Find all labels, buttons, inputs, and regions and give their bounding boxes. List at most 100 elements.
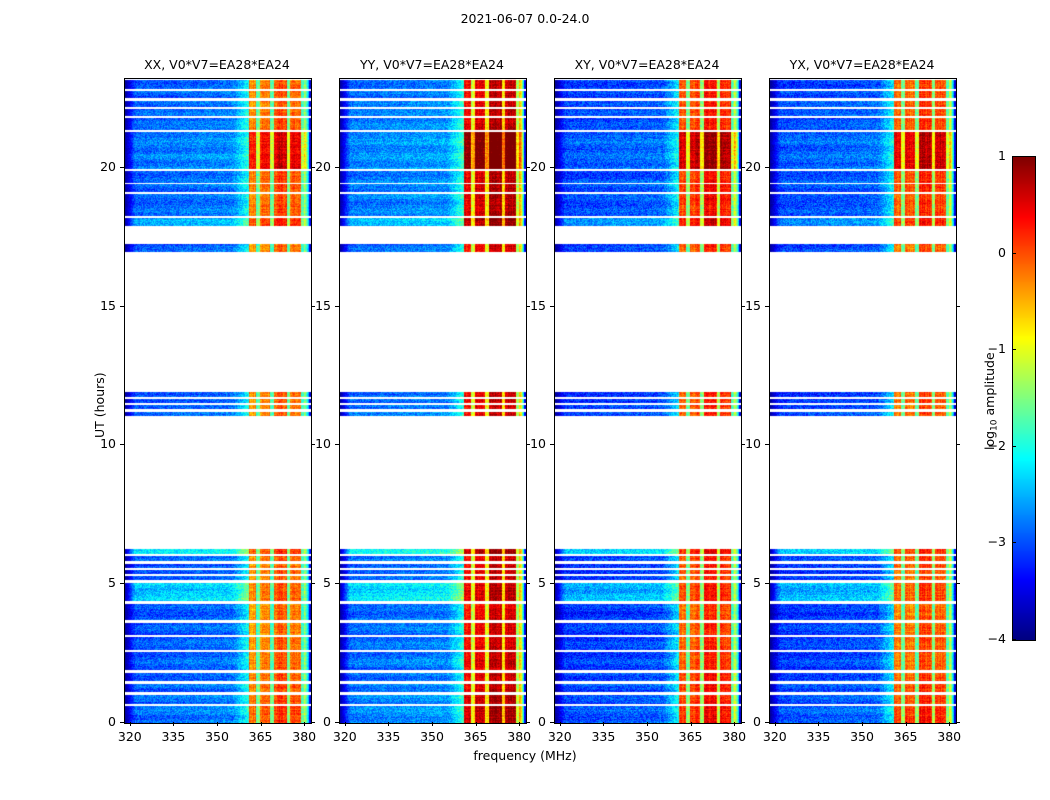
y-tick-label: 10 xyxy=(530,436,546,452)
y-tick xyxy=(765,722,769,723)
y-tick xyxy=(741,722,745,723)
colorbar xyxy=(1012,156,1036,641)
axes-yy xyxy=(339,78,527,724)
y-tick xyxy=(526,722,530,723)
panel-title-yx: YX, V0*V7=EA28*EA24 xyxy=(789,57,935,72)
colorbar-tick xyxy=(1012,252,1016,254)
y-tick xyxy=(311,444,315,446)
x-tick xyxy=(774,722,776,726)
x-tick xyxy=(475,722,477,726)
x-tick xyxy=(432,722,433,726)
x-tick-label: 365 xyxy=(463,729,488,744)
x-tick xyxy=(862,722,863,726)
waterfall-image-xx xyxy=(125,79,311,723)
y-tick-label: 20 xyxy=(315,158,331,174)
x-tick xyxy=(647,722,648,726)
y-tick-label: 15 xyxy=(315,297,331,313)
colorbar-tick xyxy=(1012,445,1016,447)
y-tick xyxy=(120,305,124,307)
colorbar-gradient xyxy=(1013,157,1035,640)
y-tick xyxy=(550,722,554,723)
colorbar-tick-label: −3 xyxy=(987,534,1006,550)
y-tick-label: 15 xyxy=(100,297,116,313)
y-tick xyxy=(956,444,960,446)
colorbar-tick xyxy=(1012,542,1016,544)
x-tick xyxy=(260,722,262,726)
x-tick-label: 320 xyxy=(762,729,787,744)
y-axis-label: UT (hours) xyxy=(92,372,107,438)
y-tick xyxy=(741,583,745,585)
x-tick-label: 320 xyxy=(547,729,572,744)
y-tick-label: 20 xyxy=(530,158,546,174)
y-tick xyxy=(956,166,960,168)
y-tick xyxy=(335,166,339,168)
y-tick xyxy=(120,444,124,446)
colorbar-tick-label: −2 xyxy=(987,437,1006,453)
y-tick xyxy=(741,444,745,446)
colorbar-tick xyxy=(1012,639,1016,640)
y-tick xyxy=(311,166,315,168)
x-tick-label: 380 xyxy=(292,729,317,744)
y-tick xyxy=(335,583,339,585)
x-tick-label: 350 xyxy=(205,729,229,744)
x-tick xyxy=(217,722,218,726)
y-tick xyxy=(765,166,769,168)
x-tick-label: 350 xyxy=(420,729,444,744)
y-tick xyxy=(526,444,530,446)
y-tick xyxy=(526,305,530,307)
y-tick xyxy=(120,583,124,585)
x-tick-label: 365 xyxy=(678,729,703,744)
x-tick xyxy=(818,722,820,726)
y-tick xyxy=(311,583,315,585)
y-tick xyxy=(741,305,745,307)
x-tick-label: 335 xyxy=(161,729,186,744)
y-tick-label: 5 xyxy=(753,575,761,591)
x-tick xyxy=(905,722,907,726)
y-tick-label: 20 xyxy=(745,158,761,174)
y-tick xyxy=(550,583,554,585)
x-tick xyxy=(304,722,306,726)
x-tick-label: 365 xyxy=(893,729,918,744)
panel-title-yy: YY, V0*V7=EA28*EA24 xyxy=(360,57,504,72)
x-tick-label: 350 xyxy=(635,729,659,744)
axes-yx xyxy=(769,78,957,724)
x-tick xyxy=(690,722,692,726)
colorbar-tick-label: 0 xyxy=(998,244,1006,260)
y-tick-label: 5 xyxy=(108,575,116,591)
y-tick-label: 5 xyxy=(323,575,331,591)
y-tick xyxy=(526,166,530,168)
y-tick-label: 10 xyxy=(100,436,116,452)
y-tick-label: 20 xyxy=(100,158,116,174)
x-tick xyxy=(344,722,346,726)
y-tick-label: 10 xyxy=(745,436,761,452)
y-tick xyxy=(956,305,960,307)
x-tick xyxy=(603,722,605,726)
x-tick-label: 335 xyxy=(376,729,401,744)
x-tick-label: 335 xyxy=(591,729,616,744)
x-tick-label: 380 xyxy=(937,729,962,744)
x-tick xyxy=(519,722,521,726)
colorbar-tick-label: −4 xyxy=(987,631,1006,646)
y-tick xyxy=(765,444,769,446)
y-tick xyxy=(956,722,960,723)
y-tick xyxy=(311,722,315,723)
x-tick xyxy=(129,722,131,726)
y-tick xyxy=(120,722,124,723)
y-tick-label: 0 xyxy=(323,714,331,729)
x-tick-label: 335 xyxy=(806,729,831,744)
y-tick-label: 0 xyxy=(108,714,116,729)
y-tick xyxy=(526,583,530,585)
x-tick-label: 380 xyxy=(507,729,532,744)
y-tick xyxy=(335,722,339,723)
colorbar-label-text: log10 amplitude xyxy=(982,351,1000,450)
colorbar-tick xyxy=(1012,349,1016,351)
x-tick xyxy=(559,722,561,726)
y-tick xyxy=(741,166,745,168)
y-tick xyxy=(335,444,339,446)
y-tick xyxy=(956,583,960,585)
colorbar-label: log10 amplitude xyxy=(982,352,1000,450)
colorbar-tick-label: −1 xyxy=(987,341,1006,357)
x-tick xyxy=(949,722,951,726)
x-tick-label: 350 xyxy=(850,729,874,744)
